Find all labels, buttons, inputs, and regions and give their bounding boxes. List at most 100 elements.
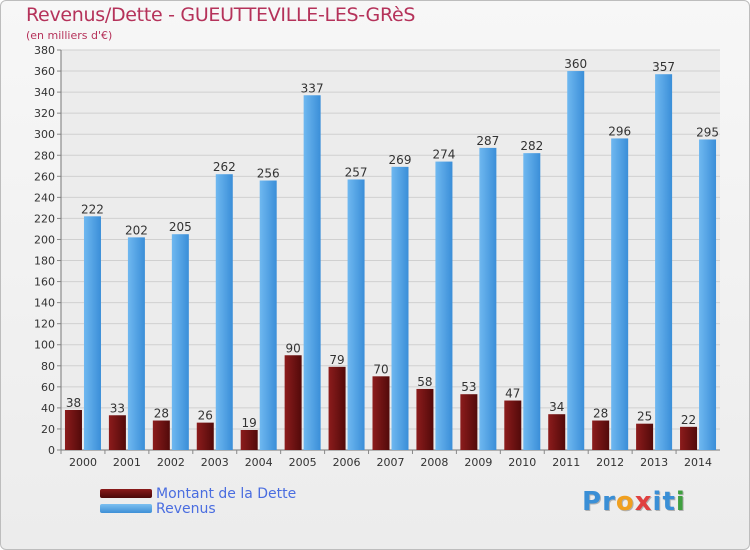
data-label-revenus: 295 [696, 125, 719, 139]
y-tick-label: 360 [34, 65, 55, 78]
y-tick-label: 140 [34, 297, 55, 310]
data-label-revenus: 287 [476, 134, 499, 148]
x-tick-label: 2009 [464, 456, 492, 469]
data-label-dette: 38 [66, 396, 81, 410]
y-tick-label: 320 [34, 107, 55, 120]
data-label-dette: 70 [373, 362, 388, 376]
data-label-revenus: 222 [81, 202, 104, 216]
x-tick-label: 2011 [552, 456, 580, 469]
legend-swatch-revenus [100, 504, 152, 513]
logo-letter: r [602, 487, 616, 517]
y-tick-label: 20 [41, 423, 55, 436]
data-label-dette: 34 [549, 400, 564, 414]
data-label-revenus: 269 [389, 153, 412, 167]
data-label-revenus: 357 [652, 60, 675, 74]
x-tick-label: 2012 [596, 456, 624, 469]
bar-dette [284, 355, 302, 450]
bar-revenus [611, 138, 629, 450]
data-label-revenus: 202 [125, 223, 148, 237]
data-label-dette: 25 [637, 410, 652, 424]
x-tick-label: 2004 [245, 456, 273, 469]
x-tick-label: 2003 [201, 456, 229, 469]
bar-revenus [567, 71, 585, 450]
data-label-dette: 28 [154, 407, 169, 421]
bar-revenus [523, 153, 541, 450]
y-tick-label: 380 [34, 44, 55, 57]
x-tick-label: 2014 [684, 456, 712, 469]
y-tick-label: 160 [34, 276, 55, 289]
y-tick-label: 340 [34, 86, 55, 99]
y-tick-label: 120 [34, 318, 55, 331]
legend-label-revenus: Revenus [156, 500, 216, 517]
chart-subtitle: (en milliers d'€) [26, 29, 113, 42]
data-label-revenus: 262 [213, 160, 236, 174]
logo-letter: P [582, 487, 603, 517]
x-tick-label: 2002 [157, 456, 185, 469]
y-tick-label: 220 [34, 212, 55, 225]
bar-dette [108, 415, 126, 450]
y-tick-label: 280 [34, 149, 55, 162]
data-label-revenus: 337 [301, 81, 324, 95]
y-tick-label: 40 [41, 402, 55, 415]
x-tick-label: 2001 [113, 456, 141, 469]
data-label-dette: 33 [110, 401, 125, 415]
logo-letter: i [675, 487, 686, 517]
bar-revenus [83, 216, 101, 450]
data-label-revenus: 274 [432, 148, 455, 162]
bar-revenus [391, 166, 409, 450]
y-tick-label: 60 [41, 381, 55, 394]
data-label-dette: 26 [198, 409, 213, 423]
data-label-revenus: 296 [608, 124, 631, 138]
bar-revenus [347, 179, 365, 450]
y-tick-label: 80 [41, 360, 55, 373]
logo-letter: x [634, 487, 653, 517]
bar-dette [64, 410, 82, 450]
bar-revenus [655, 74, 673, 451]
bar-revenus [303, 95, 321, 451]
chart-title: Revenus/Dette - GUEUTTEVILLE-LES-GRèS [26, 4, 416, 26]
plot-area [61, 50, 720, 450]
data-label-dette: 22 [681, 413, 696, 427]
bar-dette [460, 394, 478, 450]
logo-letter: i [652, 487, 663, 517]
bar-dette [328, 366, 346, 450]
data-label-dette: 19 [242, 416, 257, 430]
x-tick-label: 2008 [420, 456, 448, 469]
bar-dette [680, 426, 698, 450]
data-label-dette: 79 [329, 353, 344, 367]
bar-dette [504, 400, 522, 450]
legend-swatch-dette [100, 489, 152, 498]
bar-dette [592, 420, 610, 450]
bar-dette [152, 420, 170, 450]
bar-revenus [259, 180, 277, 451]
data-label-revenus: 257 [345, 165, 368, 179]
legend: Montant de la Dette Revenus [100, 485, 297, 517]
bar-revenus [699, 139, 717, 450]
bar-dette [372, 376, 390, 450]
data-label-dette: 58 [417, 375, 432, 389]
data-label-dette: 47 [505, 387, 520, 401]
data-label-revenus: 256 [257, 167, 280, 181]
bar-revenus [215, 174, 233, 451]
x-tick-label: 2006 [333, 456, 361, 469]
y-tick-label: 260 [34, 170, 55, 183]
legend-item-revenus: Revenus [100, 500, 296, 517]
legend-label-dette: Montant de la Dette [156, 485, 297, 502]
bar-revenus [127, 237, 145, 450]
bar-revenus [479, 147, 497, 451]
legend-item-dette: Montant de la Dette [100, 485, 297, 502]
y-tick-label: 300 [34, 128, 55, 141]
x-tick-label: 2010 [508, 456, 536, 469]
x-tick-label: 2005 [289, 456, 317, 469]
logo-letter: t [662, 487, 676, 517]
bar-dette [636, 423, 654, 450]
bar-dette [416, 388, 434, 450]
data-label-dette: 90 [285, 341, 300, 355]
y-tick-label: 180 [34, 255, 55, 268]
data-label-revenus: 282 [520, 139, 543, 153]
bar-revenus [435, 161, 453, 450]
y-tick-label: 240 [34, 191, 55, 204]
data-label-dette: 28 [593, 407, 608, 421]
data-label-dette: 53 [461, 380, 476, 394]
